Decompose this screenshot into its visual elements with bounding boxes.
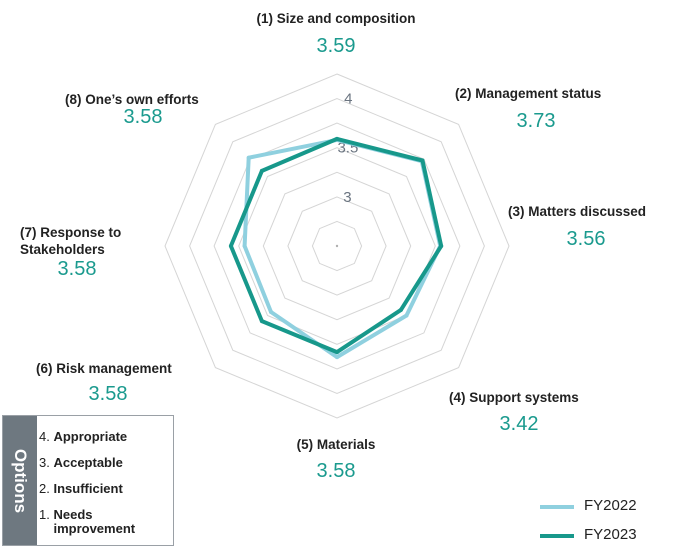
axis-label-1: (1) Size and composition bbox=[256, 11, 416, 26]
options-tab: Options bbox=[3, 416, 37, 545]
axis-label-3: (3) Matters discussed bbox=[508, 204, 647, 219]
data-point-fy2023 bbox=[398, 307, 403, 312]
axis-value-1: 3.59 bbox=[316, 35, 356, 57]
data-point-fy2023 bbox=[228, 244, 233, 248]
axis-label-2: (2) Management status bbox=[455, 86, 602, 101]
tick-label: 4 bbox=[344, 91, 352, 108]
axis-value-6: 3.58 bbox=[88, 383, 128, 405]
axis-label-7: (7) Response to Stakeholders bbox=[20, 225, 122, 257]
data-point-fy2023 bbox=[335, 350, 339, 355]
grid-ring bbox=[213, 122, 461, 370]
legend-label-fy2023: FY2023 bbox=[584, 526, 637, 543]
grid-ring bbox=[189, 98, 485, 394]
legend-swatch-fy2023 bbox=[540, 534, 574, 538]
grid-ring bbox=[164, 73, 510, 419]
options-title: Options bbox=[11, 448, 30, 513]
data-point-fy2022 bbox=[404, 313, 409, 318]
data-point-fy2022 bbox=[269, 310, 273, 314]
grid-ring bbox=[311, 220, 363, 272]
data-point-fy2023 bbox=[259, 168, 264, 173]
data-point-fy2022 bbox=[335, 355, 339, 360]
grid-ring bbox=[262, 171, 412, 321]
data-point-fy2023 bbox=[335, 136, 339, 141]
options-box: Options 4. Appropriate 3. Acceptable 2. … bbox=[2, 415, 174, 546]
legend-label-fy2022: FY2022 bbox=[584, 497, 637, 514]
option-item: 1. Needs improvement bbox=[39, 507, 136, 536]
data-point-fy2023 bbox=[259, 319, 264, 324]
axis-value-8: 3.58 bbox=[123, 106, 163, 128]
axis-value-5: 3.58 bbox=[316, 460, 356, 482]
axis-label-5: (5) Materials bbox=[296, 437, 376, 452]
data-point-fy2023 bbox=[420, 158, 425, 163]
axis-label-6: (6) Risk management bbox=[36, 361, 172, 376]
grid-ring bbox=[238, 147, 436, 345]
tick-label: 3 bbox=[343, 189, 351, 206]
option-item: 3. Acceptable bbox=[39, 455, 123, 470]
data-point-fy2022 bbox=[242, 244, 247, 248]
axis-label-4: (4) Support systems bbox=[449, 390, 579, 405]
option-item: 2. Insufficient bbox=[39, 481, 123, 496]
legend-swatch-fy2022 bbox=[540, 505, 574, 509]
options-list: 4. Appropriate 3. Acceptable 2. Insuffic… bbox=[39, 430, 135, 548]
data-point-fy2022 bbox=[246, 155, 251, 160]
axis-value-3: 3.56 bbox=[566, 228, 606, 250]
data-point-fy2023 bbox=[439, 244, 444, 248]
axis-label-8: (8) One’s own efforts bbox=[65, 92, 199, 107]
axis-value-7: 3.58 bbox=[57, 258, 97, 280]
grid-ring bbox=[287, 196, 387, 296]
axis-value-4: 3.42 bbox=[499, 413, 539, 435]
option-item: 4. Appropriate bbox=[39, 429, 128, 444]
axis-value-2: 3.73 bbox=[516, 110, 556, 132]
center-dot bbox=[335, 244, 339, 248]
